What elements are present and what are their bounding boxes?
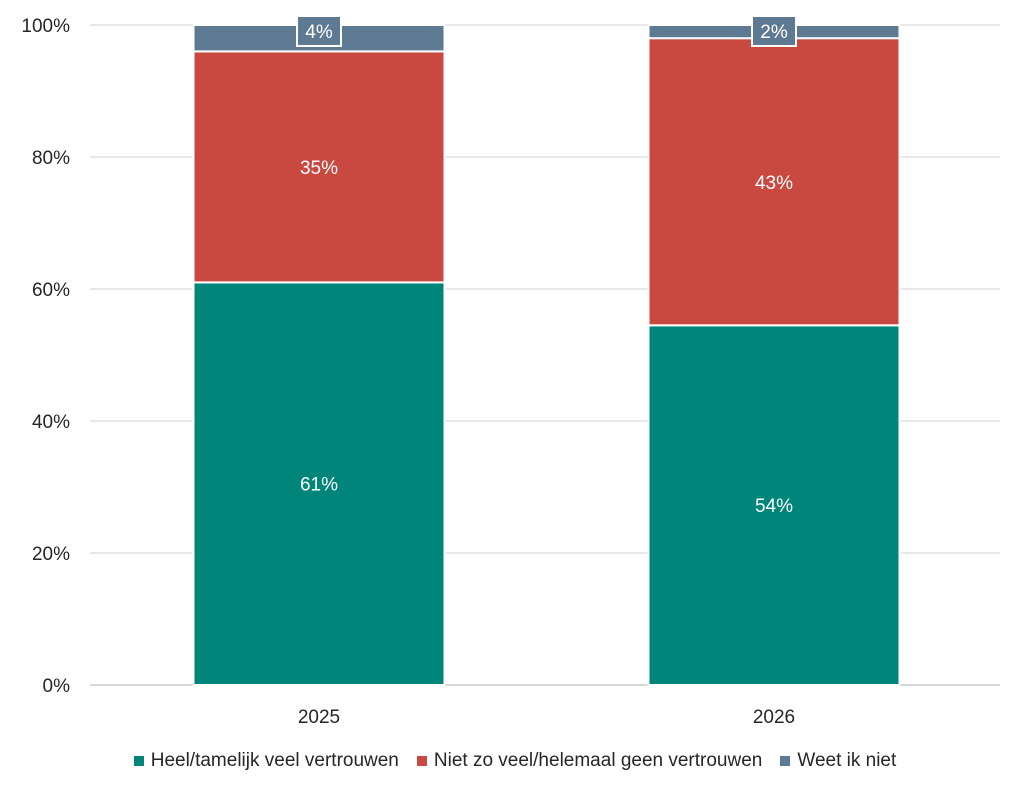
legend-item-heel-tamelijk: Heel/tamelijk veel vertrouwen	[133, 750, 399, 772]
legend-swatch	[780, 756, 791, 766]
y-tick-label: 0%	[43, 676, 71, 697]
bar-segment	[647, 324, 901, 686]
legend-item-weet-ik-niet: Weet ik niet	[780, 750, 896, 772]
data-label-box	[751, 15, 797, 47]
stacked-bar-chart: 0% 20% 40% 60% 80% 100% 61% 35% 4% 54% 43% 2% 2025…	[21, 15, 1000, 728]
data-label: 2%	[760, 22, 788, 43]
data-label: 61%	[300, 475, 338, 496]
x-tick-label: 2025	[298, 707, 340, 728]
bar-segment	[192, 50, 446, 284]
bars: 61% 35% 4% 54% 43% 2%	[192, 15, 901, 686]
data-label: 4%	[305, 22, 333, 43]
legend: Heel/tamelijk veel vertrouwen Niet zo ve…	[0, 750, 1030, 772]
y-tick-label: 80%	[32, 148, 70, 169]
data-label: 35%	[300, 158, 338, 179]
legend-swatch	[133, 756, 144, 766]
y-axis-tick-labels: 0% 20% 40% 60% 80% 100%	[21, 16, 70, 697]
legend-swatch	[416, 756, 427, 766]
data-label: 43%	[755, 173, 793, 194]
x-tick-label: 2026	[753, 707, 795, 728]
y-tick-label: 40%	[32, 412, 70, 433]
x-axis-tick-labels: 2025 2026	[298, 707, 795, 728]
y-tick-label: 60%	[32, 280, 70, 301]
bar-segment	[192, 281, 446, 686]
legend-label: Weet ik niet	[797, 750, 897, 771]
y-tick-label: 100%	[21, 16, 70, 37]
bar-segment	[647, 37, 901, 327]
legend-item-niet-zo-veel: Niet zo veel/helemaal geen vertrouwen	[416, 750, 763, 772]
legend-label: Heel/tamelijk veel vertrouwen	[150, 750, 399, 771]
legend-label: Niet zo veel/helemaal geen vertrouwen	[433, 750, 763, 771]
data-label-box	[296, 15, 342, 47]
y-tick-label: 20%	[32, 544, 70, 565]
data-label: 54%	[755, 496, 793, 517]
